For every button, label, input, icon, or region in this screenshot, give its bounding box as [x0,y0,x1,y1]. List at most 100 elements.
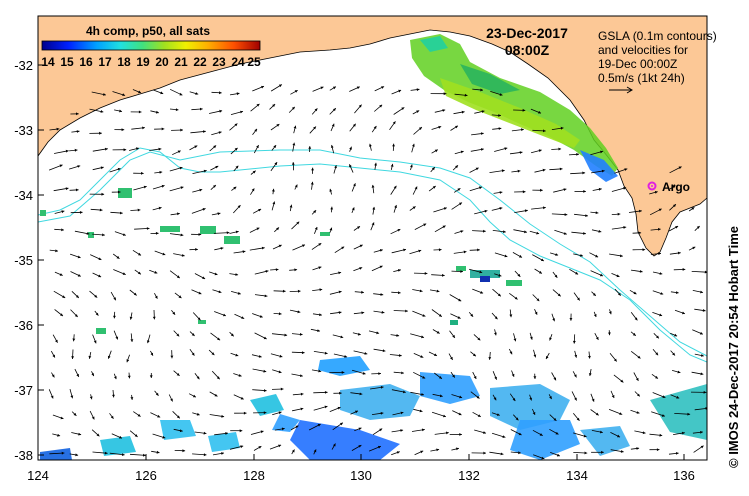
velocity-arrowhead [333,443,336,447]
colorbar-ticks: 14 15 16 17 18 19 20 21 22 23 24 25 [41,55,261,69]
velocity-arrowhead [518,451,521,455]
velocity-arrowhead [314,108,318,112]
velocity-arrowhead [295,425,299,429]
velocity-arrowhead [558,147,562,151]
velocity-arrowhead [150,352,153,356]
velocity-arrowhead [457,188,461,191]
velocity-arrowhead [278,370,282,374]
velocity-arrowhead [159,170,163,174]
velocity-arrowhead [76,130,80,133]
velocity-arrowhead [203,169,207,173]
velocity-arrowhead [242,250,246,254]
velocity-arrowhead [357,226,360,229]
y-tick-label: -38 [14,448,33,463]
velocity-arrowhead [459,395,463,399]
velocity-arrowhead [595,412,599,416]
velocity-arrowhead [121,453,125,456]
velocity-arrowhead [235,273,239,276]
velocity-arrowhead [499,93,503,96]
velocity-arrowhead [119,109,122,113]
velocity-arrowhead [158,206,162,210]
velocity-arrowhead [61,210,65,214]
velocity-arrowhead [682,431,685,435]
velocity-arrowhead [221,452,224,455]
velocity-arrowhead [591,398,595,402]
velocity-arrowhead [236,92,240,96]
velocity-arrowhead [403,248,406,252]
velocity-arrowhead [318,369,322,373]
velocity-arrowhead [396,334,400,337]
velocity-arrowhead [379,104,383,108]
velocity-arrowhead [436,448,440,452]
velocity-arrowhead [196,376,200,380]
velocity-arrowhead [517,169,521,173]
velocity-arrowhead [317,424,321,427]
velocity-arrowhead [252,170,256,174]
velocity-arrowhead [524,230,527,234]
velocity-arrowhead [177,212,180,216]
velocity-arrowhead [113,315,116,319]
velocity-arrowhead [138,110,142,114]
velocity-arrowhead [405,309,408,313]
velocity-arrowhead [313,126,316,130]
velocity-arrowhead [636,411,640,414]
velocity-arrowhead [339,422,343,426]
velocity-arrowhead [539,270,542,274]
velocity-arrowhead [574,354,578,358]
velocity-arrowhead [179,166,183,170]
velocity-arrowhead [156,110,159,114]
velocity-arrowhead [330,206,334,210]
velocity-arrowhead [524,209,528,213]
velocity-arrowhead [352,123,356,127]
velocity-arrowhead [349,146,352,150]
velocity-arrowhead [502,435,506,438]
velocity-arrowhead [514,296,518,300]
velocity-arrowhead [300,374,303,377]
velocity-arrowhead [421,428,425,432]
velocity-arrowhead [110,415,114,419]
velocity-arrowhead [438,314,442,317]
velocity-arrowhead [211,352,215,356]
velocity-arrowhead [130,397,134,400]
velocity-arrowhead [674,333,678,337]
velocity-arrowhead [338,290,342,294]
velocity-arrowhead [261,246,265,250]
velocity-arrowhead [258,446,262,449]
velocity-arrowhead [576,153,579,156]
velocity-arrowhead [234,123,238,127]
velocity-arrowhead [258,355,262,358]
colorbar-tick: 25 [247,55,261,69]
velocity-arrowhead [235,353,239,357]
velocity-arrowhead [218,131,222,134]
velocity-arrowhead [678,166,682,170]
velocity-arrowhead [275,268,279,272]
velocity-arrowhead [324,405,328,409]
velocity-arrowhead [659,272,663,275]
velocity-arrowhead [51,374,55,378]
velocity-arrowhead [218,290,222,294]
velocity-arrowhead [470,313,474,317]
velocity-arrowhead [294,90,298,93]
velocity-arrowhead [397,229,401,232]
velocity-arrowhead [278,411,282,415]
velocity-arrowhead [677,251,681,255]
velocity-arrowhead [420,450,424,454]
velocity-arrowhead [200,107,203,111]
velocity-arrowhead [439,376,442,379]
scale-arrow [609,86,633,94]
velocity-arrowhead [254,128,257,132]
velocity-arrowhead [675,291,679,294]
velocity-arrowhead [74,148,78,152]
velocity-arrowhead [588,373,592,376]
velocity-arrowhead [419,409,423,413]
velocity-arrowhead [380,385,384,389]
velocity-arrowhead [55,339,58,343]
velocity-arrowhead [460,270,463,273]
velocity-arrowhead [180,186,184,190]
velocity-arrowhead [162,435,166,439]
velocity-arrowhead [542,168,546,172]
velocity-arrowhead [195,248,198,251]
velocity-arrowhead [443,92,447,96]
velocity-arrowhead [320,86,324,90]
colorbar-tick: 24 [231,55,245,69]
